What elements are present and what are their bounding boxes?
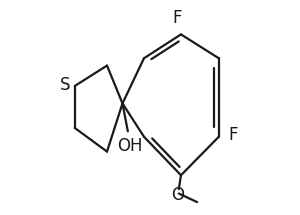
Text: F: F — [229, 126, 238, 144]
Text: F: F — [172, 9, 182, 27]
Text: S: S — [60, 76, 70, 94]
Text: O: O — [171, 186, 184, 204]
Text: OH: OH — [117, 137, 142, 155]
